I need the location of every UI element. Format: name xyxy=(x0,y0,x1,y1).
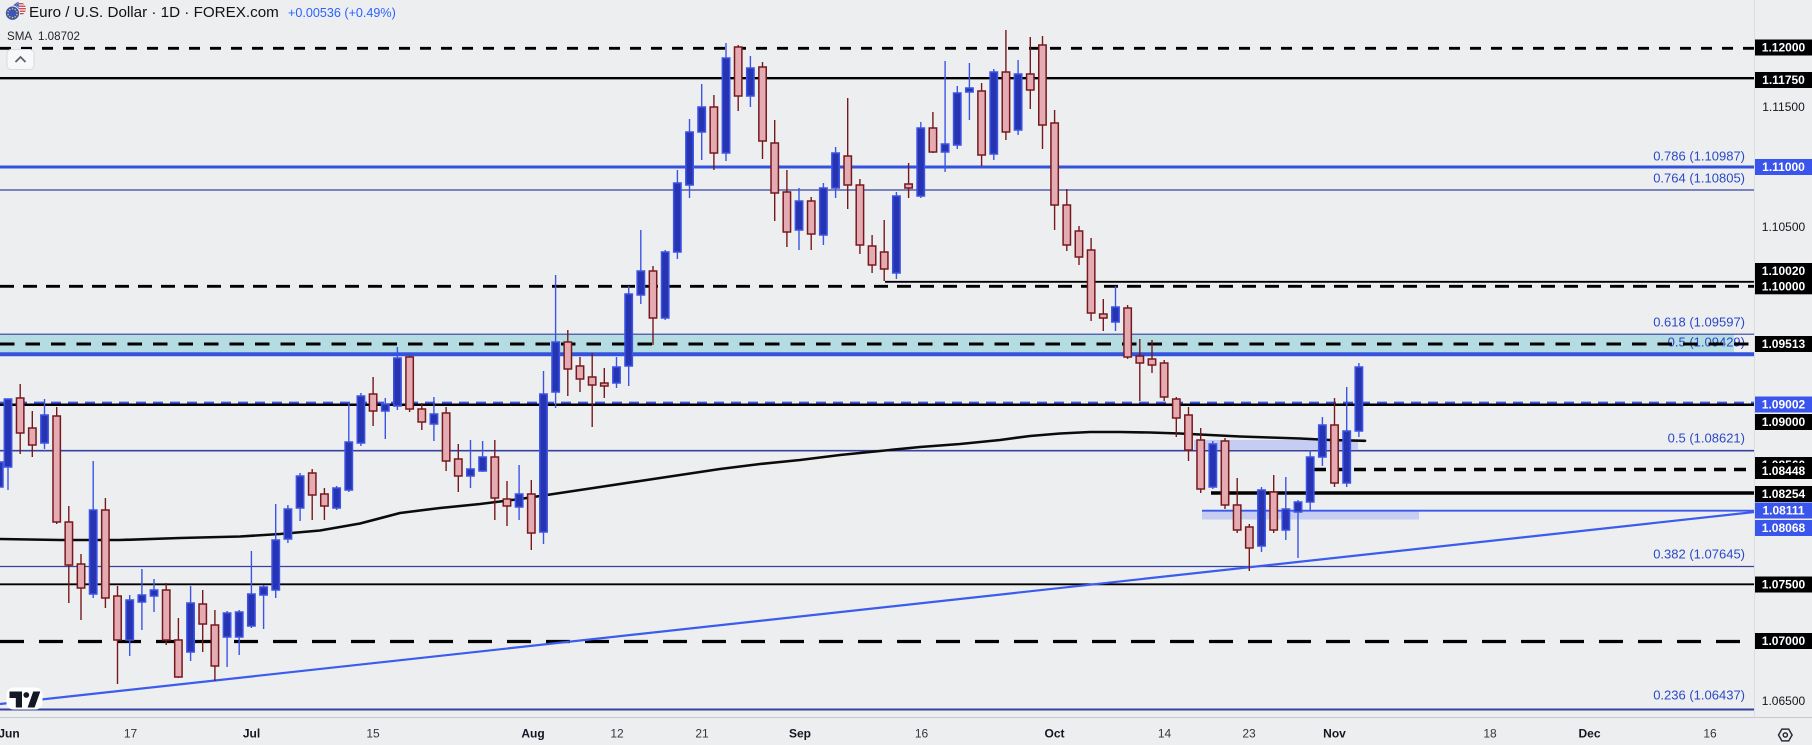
svg-text:Euro / U.S. Dollar · 1D · FORE: Euro / U.S. Dollar · 1D · FOREX.com xyxy=(29,4,279,21)
svg-text:0.5 (1.09429): 0.5 (1.09429) xyxy=(1668,335,1745,350)
svg-text:17: 17 xyxy=(124,727,138,741)
svg-text:1.08068: 1.08068 xyxy=(1762,521,1806,535)
svg-text:Jul: Jul xyxy=(243,727,260,741)
svg-text:1.08448: 1.08448 xyxy=(1762,464,1806,478)
svg-text:SMA: SMA xyxy=(7,30,32,43)
svg-text:1.11750: 1.11750 xyxy=(1762,73,1805,87)
svg-text:15: 15 xyxy=(366,727,380,741)
svg-text:1.08702: 1.08702 xyxy=(38,30,80,43)
svg-text:1.10020: 1.10020 xyxy=(1762,264,1806,278)
svg-text:1.09513: 1.09513 xyxy=(1762,337,1806,351)
svg-text:1.08111: 1.08111 xyxy=(1762,504,1804,518)
svg-text:12: 12 xyxy=(610,727,624,741)
svg-text:21: 21 xyxy=(695,727,709,741)
svg-text:16: 16 xyxy=(915,727,929,741)
svg-text:0.618 (1.09597): 0.618 (1.09597) xyxy=(1653,315,1745,330)
svg-text:18: 18 xyxy=(1483,727,1497,741)
svg-text:1.09002: 1.09002 xyxy=(1762,398,1806,412)
svg-text:Sep: Sep xyxy=(789,727,811,741)
svg-text:0.5 (1.08621): 0.5 (1.08621) xyxy=(1668,431,1745,446)
svg-text:14: 14 xyxy=(1158,727,1172,741)
svg-text:Aug: Aug xyxy=(521,727,544,741)
svg-text:0.764 (1.10805): 0.764 (1.10805) xyxy=(1653,171,1745,186)
svg-text:0.382 (1.07645): 0.382 (1.07645) xyxy=(1653,547,1745,562)
svg-text:Nov: Nov xyxy=(1323,727,1346,741)
svg-text:1.11000: 1.11000 xyxy=(1762,160,1805,174)
svg-text:0.786 (1.10987): 0.786 (1.10987) xyxy=(1653,149,1745,164)
svg-text:0.236 (1.06437): 0.236 (1.06437) xyxy=(1653,688,1745,703)
svg-text:1.09000: 1.09000 xyxy=(1762,415,1806,429)
svg-text:Dec: Dec xyxy=(1578,727,1600,741)
svg-text:23: 23 xyxy=(1242,727,1256,741)
svg-text:1.08254: 1.08254 xyxy=(1762,487,1806,501)
svg-text:1.07500: 1.07500 xyxy=(1762,578,1806,592)
svg-text:1.12000: 1.12000 xyxy=(1762,41,1806,55)
svg-text:Oct: Oct xyxy=(1044,727,1064,741)
svg-text:1.10500: 1.10500 xyxy=(1762,220,1806,234)
svg-text:1.06500: 1.06500 xyxy=(1762,694,1806,708)
svg-text:16: 16 xyxy=(1703,727,1717,741)
svg-text:1.07000: 1.07000 xyxy=(1762,634,1806,648)
svg-text:1.10000: 1.10000 xyxy=(1762,280,1806,294)
svg-text:1.11500: 1.11500 xyxy=(1762,100,1805,114)
svg-text:+0.00536 (+0.49%): +0.00536 (+0.49%) xyxy=(288,6,396,20)
svg-text:Jun: Jun xyxy=(0,727,20,741)
